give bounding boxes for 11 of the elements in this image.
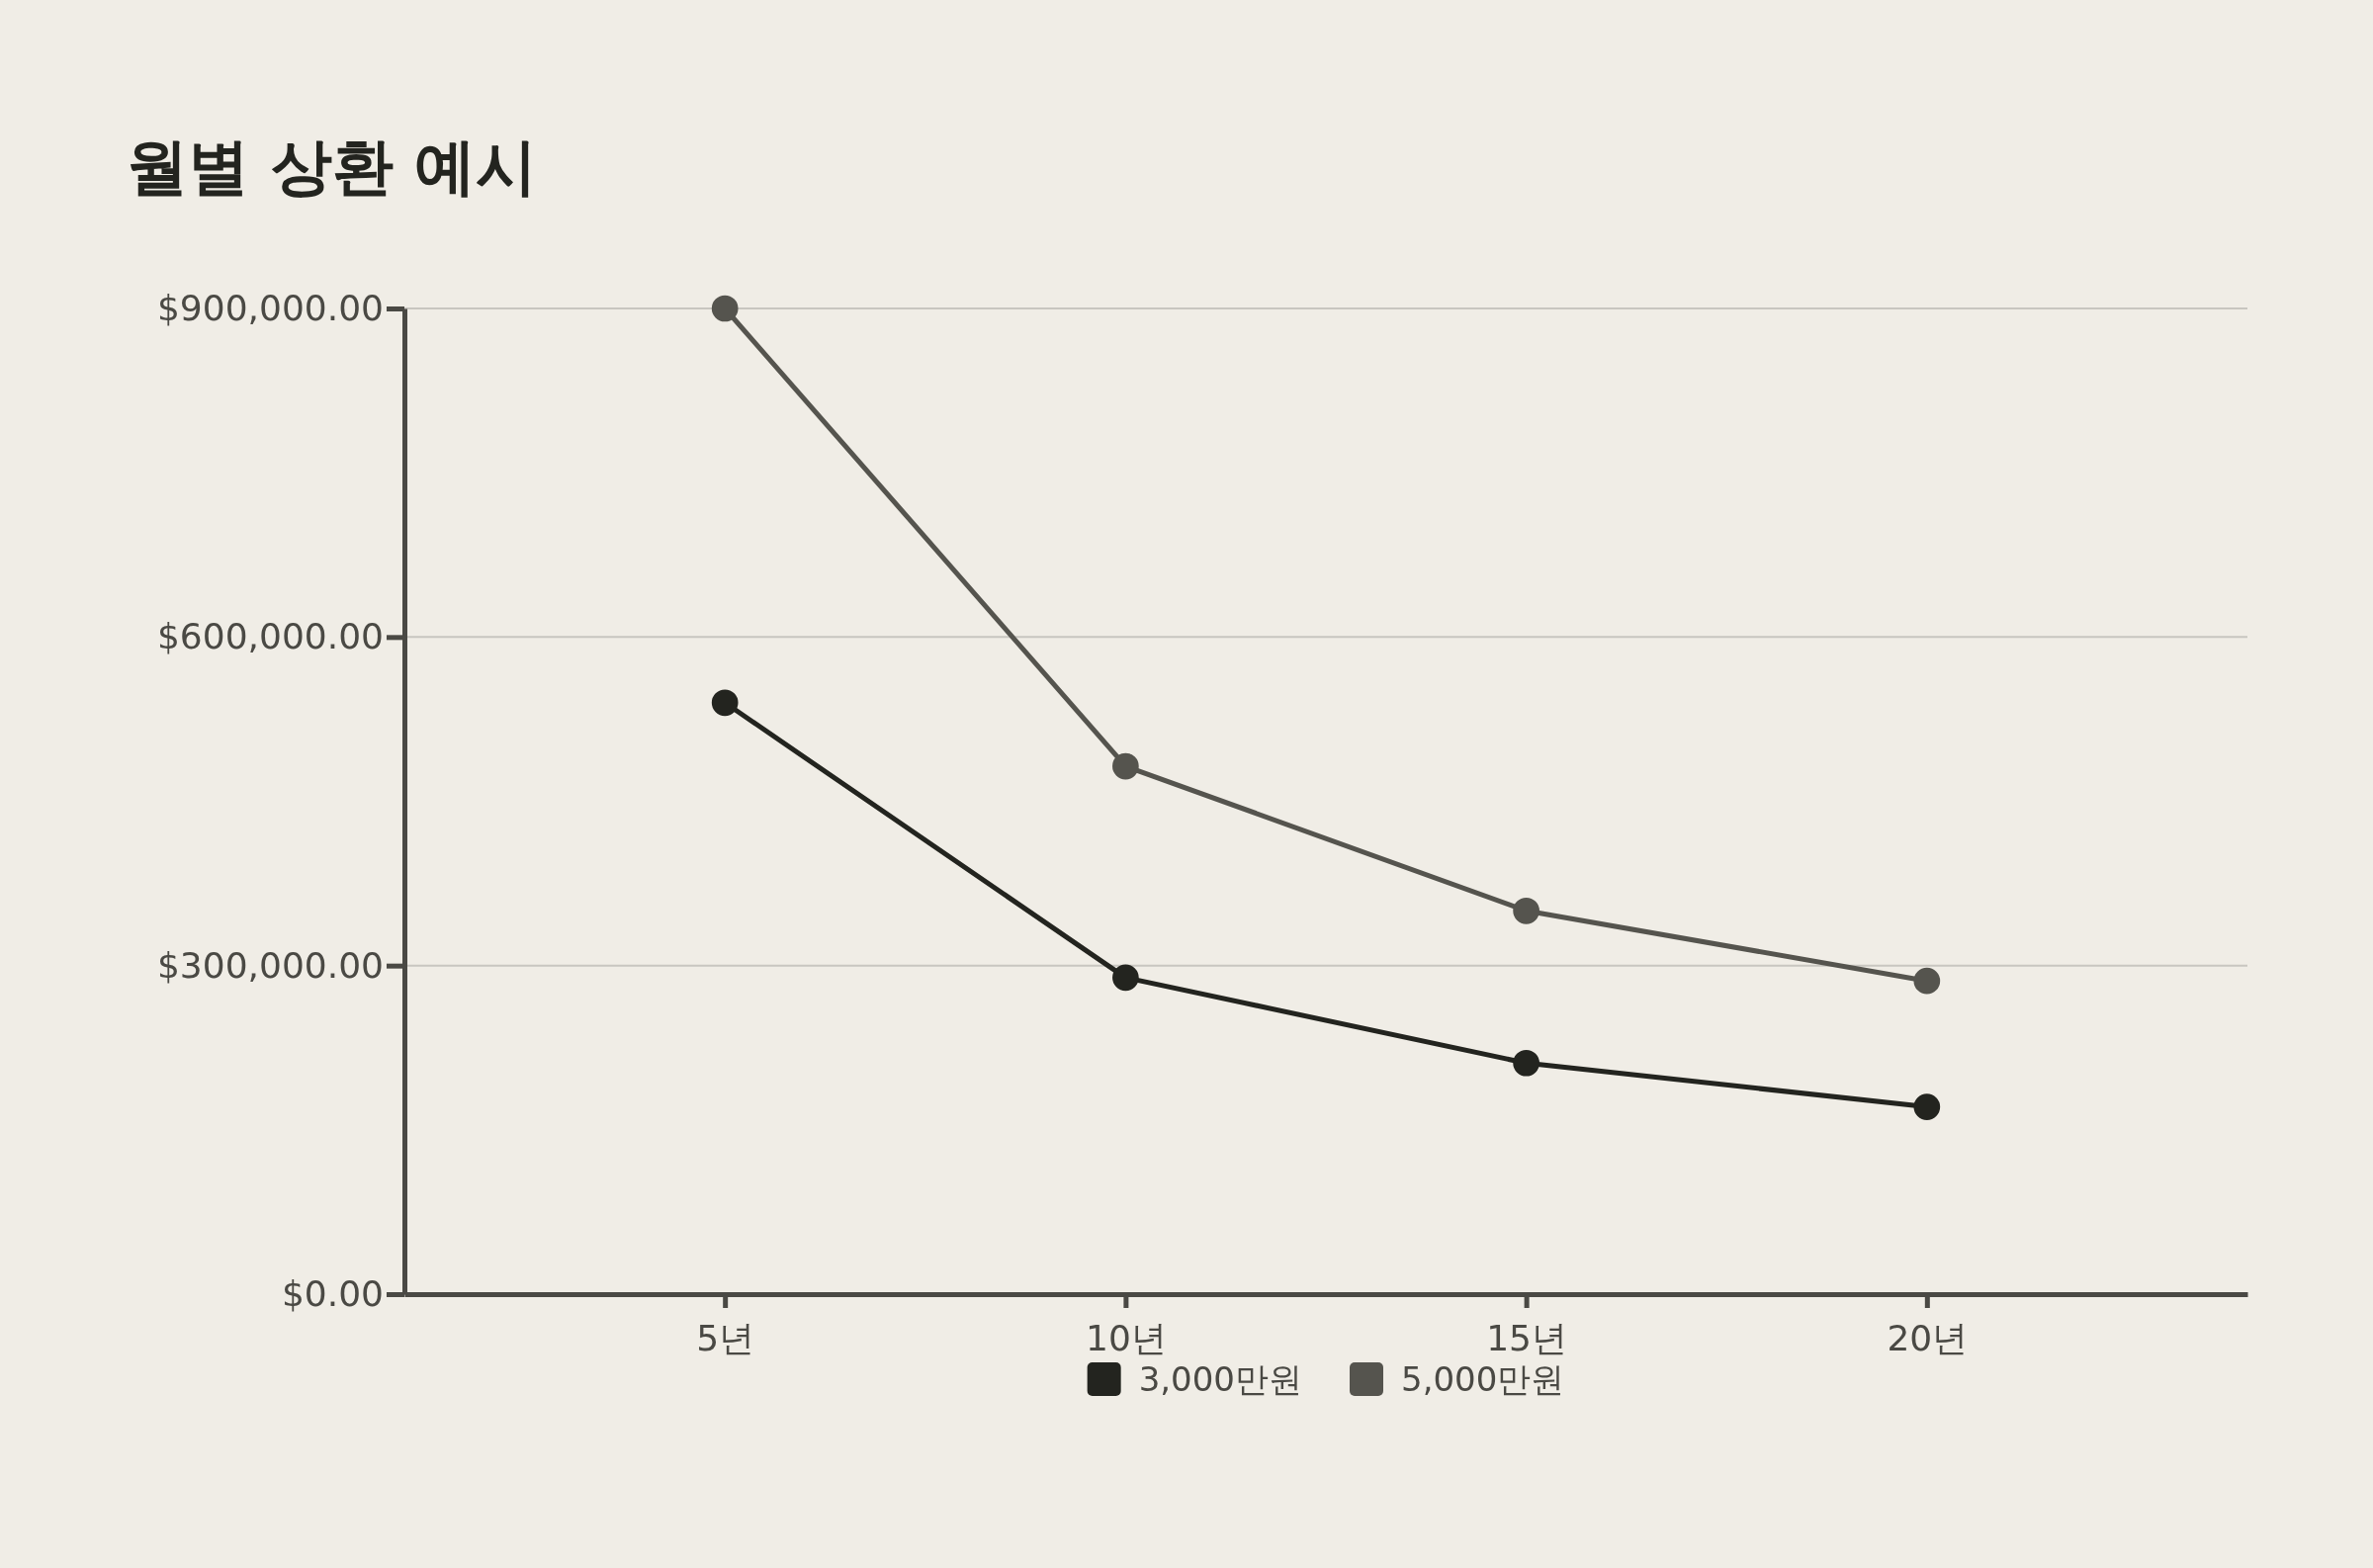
chart-title: 월별 상환 예시 [127,131,538,203]
y-tick-label: $600,000.00 [156,616,384,657]
y-tick-label: $300,000.00 [156,944,384,986]
x-tick-label: 15년 [1486,1317,1568,1358]
x-tick-label: 10년 [1085,1317,1167,1358]
x-tick-label: 20년 [1887,1317,1969,1358]
legend-label: 5,000만원 [1401,1359,1565,1399]
legend-label: 3,000만원 [1138,1359,1302,1399]
y-tick-label: $0.00 [281,1273,384,1315]
y-tick-label: $900,000.00 [156,288,384,329]
x-tick-label: 5년 [696,1317,755,1358]
